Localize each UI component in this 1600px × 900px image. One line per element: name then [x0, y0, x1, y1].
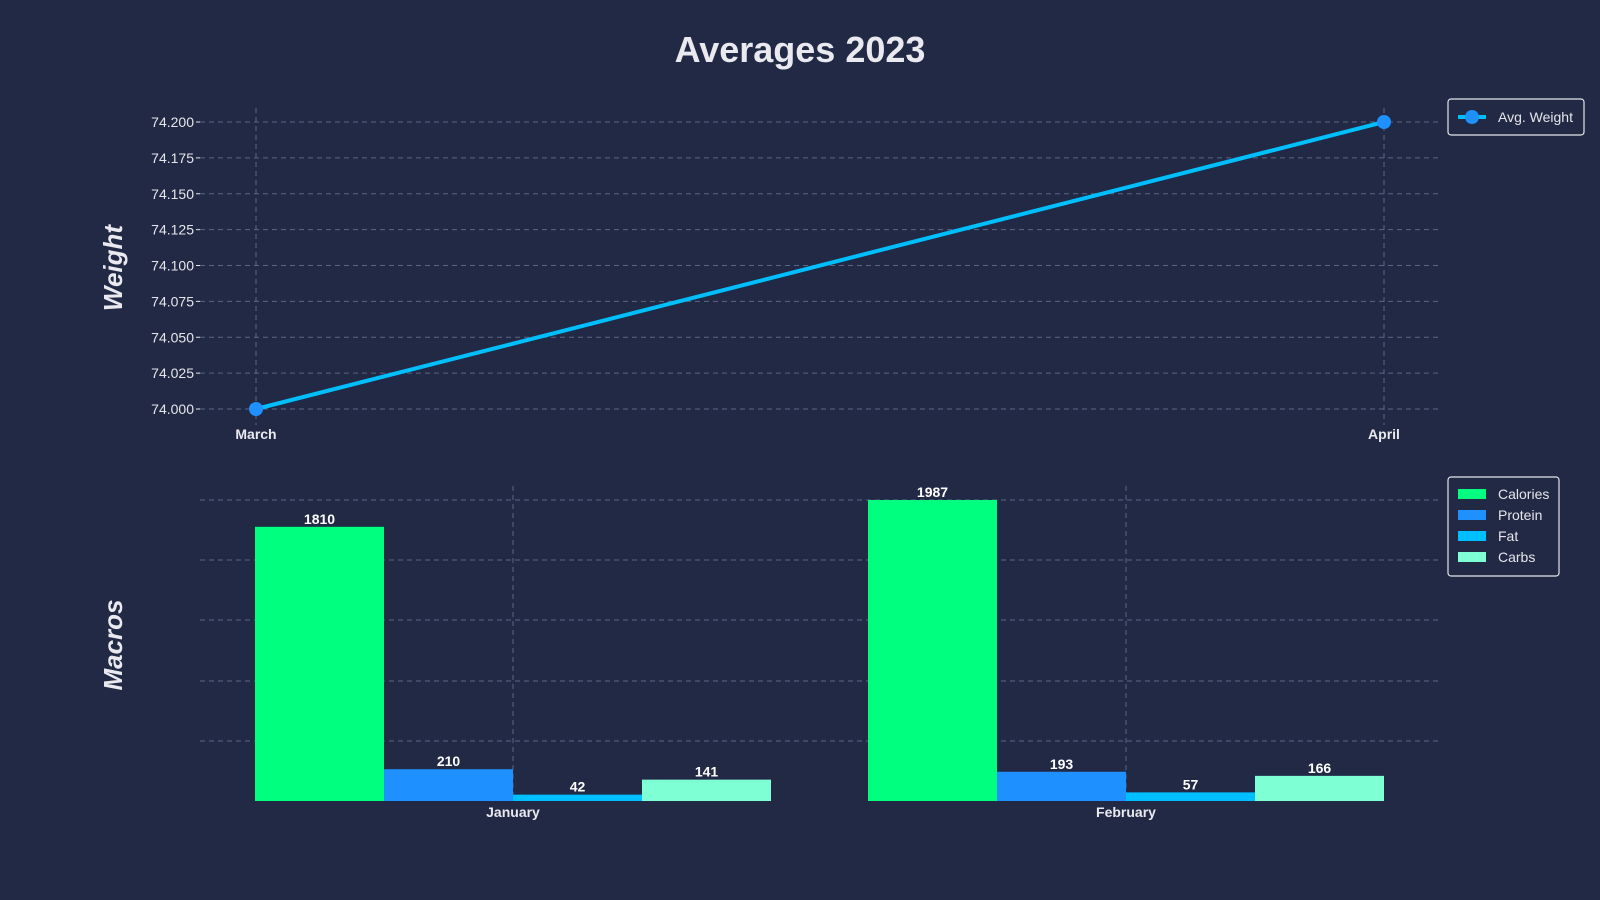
weight-y-tick-label: 74.100 — [151, 258, 194, 274]
weight-y-tick-label: 74.000 — [151, 401, 194, 417]
carbs-legend-swatch — [1458, 552, 1486, 562]
macros-gridlines — [200, 486, 1440, 801]
fat-bar — [1126, 792, 1255, 801]
fat-legend-swatch — [1458, 531, 1486, 541]
weight-legend-marker-swatch — [1465, 110, 1479, 124]
weight-y-tick-label: 74.025 — [151, 365, 194, 381]
weight-y-tick-label: 74.175 — [151, 150, 194, 166]
protein-data-label: 210 — [437, 753, 461, 769]
macros-bars — [255, 500, 1384, 801]
weight-y-tick-label: 74.150 — [151, 186, 194, 202]
macros-x-tick-label: February — [1096, 804, 1156, 820]
calories-bar — [868, 500, 997, 801]
carbs-legend-label: Carbs — [1498, 549, 1535, 565]
weight-x-tick-label: April — [1368, 426, 1400, 442]
macros-x-ticks: January February — [486, 804, 1156, 820]
weight-y-tick-label: 74.075 — [151, 293, 194, 309]
protein-legend-swatch — [1458, 510, 1486, 520]
calories-legend-swatch — [1458, 489, 1486, 499]
fat-data-label: 42 — [570, 779, 586, 795]
fat-bar — [513, 795, 642, 801]
weight-y-tick-label: 74.200 — [151, 114, 194, 130]
macros-x-tick-label: January — [486, 804, 540, 820]
calories-data-label: 1987 — [917, 484, 948, 500]
chart-title: Averages 2023 — [675, 29, 926, 70]
protein-data-label: 193 — [1050, 756, 1074, 772]
protein-bar — [997, 772, 1126, 801]
weight-x-ticks: March April — [235, 426, 1400, 442]
weight-y-tick-label: 74.125 — [151, 222, 194, 238]
weight-data-point — [249, 402, 263, 416]
calories-bar — [255, 527, 384, 801]
fat-data-label: 57 — [1183, 776, 1199, 792]
weight-legend-label: Avg. Weight — [1498, 109, 1573, 125]
carbs-bar — [642, 780, 771, 801]
macros-legend: Calories Protein Fat Carbs — [1448, 477, 1559, 576]
protein-legend-label: Protein — [1498, 507, 1542, 523]
protein-bar — [384, 769, 513, 801]
weight-y-tick-label: 74.050 — [151, 329, 194, 345]
weight-x-tick-label: March — [235, 426, 276, 442]
macros-data-labels: 1810 210 42 141 1987 193 57 166 — [304, 484, 1331, 795]
weight-legend: Avg. Weight — [1448, 99, 1584, 135]
macros-chart: Macros 1810 210 42 141 1987 193 57 166 January F… — [98, 477, 1559, 820]
macros-axis-label: Macros — [98, 599, 128, 690]
carbs-bar — [1255, 776, 1384, 801]
carbs-data-label: 141 — [695, 764, 719, 780]
calories-data-label: 1810 — [304, 511, 335, 527]
weight-axis-label: Weight — [98, 224, 128, 312]
calories-legend-label: Calories — [1498, 486, 1549, 502]
weight-data-point — [1377, 115, 1391, 129]
weight-y-ticks: 74.000 74.025 74.050 74.075 74.100 74.125 74.1… — [151, 114, 200, 417]
fat-legend-label: Fat — [1498, 528, 1518, 544]
carbs-data-label: 166 — [1308, 760, 1332, 776]
weight-chart: Weight 74.00074.02574.05074.07574.10074.… — [98, 99, 1584, 442]
